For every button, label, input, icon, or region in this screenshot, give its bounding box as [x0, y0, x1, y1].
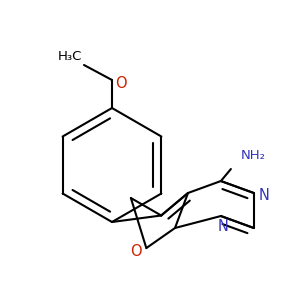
- Text: O: O: [130, 244, 142, 259]
- Text: N: N: [258, 188, 269, 202]
- Text: N: N: [218, 218, 228, 233]
- Text: O: O: [115, 76, 127, 92]
- Text: H₃C: H₃C: [58, 50, 82, 63]
- Text: NH₂: NH₂: [241, 148, 266, 161]
